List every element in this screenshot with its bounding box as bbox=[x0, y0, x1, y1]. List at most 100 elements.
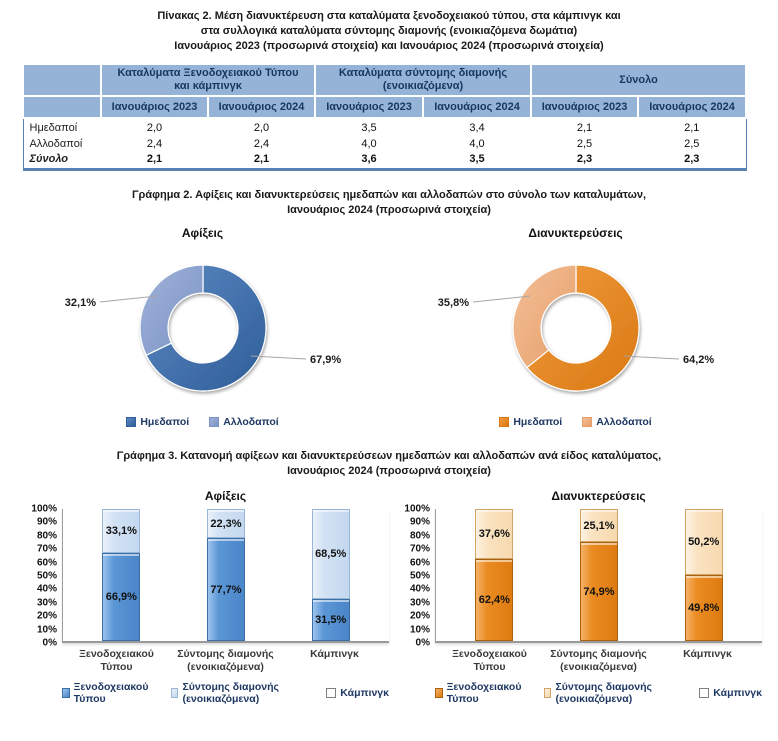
table-value-cell: 2,1 bbox=[146, 153, 163, 165]
y-axis-tick-label: 90% bbox=[36, 516, 57, 528]
table-value-cell: 3,6 bbox=[361, 153, 377, 165]
bar-value-label: 33,1% bbox=[105, 524, 137, 537]
arrivals-donut: 67,9% 32,1% bbox=[64, 264, 341, 392]
table-column-group-header: Σύνολο bbox=[530, 63, 748, 97]
category-label: Ξενοδοχειακού Τύπου bbox=[452, 648, 527, 673]
legend-swatch-icon bbox=[62, 688, 70, 698]
y-axis: 0% 10% 20% 30% 40% 50% 60% 70% 80% 90% 100% bbox=[16, 504, 62, 649]
table-title-line-3: Ιανουάριος 2023 (προσωρινά στοιχεία) και… bbox=[174, 40, 604, 52]
legend-item: Κάμπινγκ bbox=[699, 687, 762, 699]
arrivals-donut-panel: Αφίξεις 67,9% 32,1% Ημεδαποί Αλλοδαποί bbox=[16, 226, 389, 428]
bar-slot: 25,1% 74,9% bbox=[547, 509, 652, 641]
graph3-title-line-1: Γράφημα 3. Κατανομή αφίξεων και διανυκτε… bbox=[116, 450, 662, 462]
bar-chart-body: 0% 10% 20% 30% 40% 50% 60% 70% 80% 90% 100% 37,6% 62… bbox=[389, 504, 762, 649]
bar-value-label: 22,3% bbox=[210, 517, 242, 530]
y-axis-tick-label: 30% bbox=[409, 597, 430, 609]
bar-value-label: 50,2% bbox=[688, 536, 720, 549]
legend-item: Ημεδαποί bbox=[126, 416, 189, 428]
plot-area: 33,1% 66,9% 22,3% 77,7% 68,5% 31,5% bbox=[62, 509, 389, 643]
category-axis: Ξενοδοχειακού Τύπου Σύντομης διαμονής (εν… bbox=[389, 648, 762, 674]
donut-data-label: 64,2% bbox=[683, 354, 714, 366]
legend-label: Ξενοδοχειακού Τύπου bbox=[446, 681, 522, 705]
stacked-bar: 68,5% 31,5% bbox=[311, 509, 350, 641]
y-axis-tick-label: 40% bbox=[36, 583, 57, 595]
table-value-cell: 3,5 bbox=[361, 122, 377, 134]
donut-charts-row: Αφίξεις 67,9% 32,1% Ημεδαποί Αλλοδαποί Διανυ… bbox=[0, 218, 778, 428]
y-axis-tick-label: 100% bbox=[31, 503, 57, 515]
legend-label: Ημεδαποί bbox=[513, 416, 563, 428]
legend-label: Αλλοδαποί bbox=[223, 416, 279, 428]
table-value-cell: 2,1 bbox=[684, 122, 700, 134]
stacked-bar: 25,1% 74,9% bbox=[580, 509, 618, 641]
bar-segment-Αλλοδαποί: 37,6% bbox=[475, 509, 514, 559]
y-axis-tick-label: 0% bbox=[415, 637, 430, 649]
y-axis-tick-label: 80% bbox=[409, 530, 430, 542]
table-column-group-header: Καταλύματα Ξενοδοχειακού Τύπου και κάμπι… bbox=[99, 63, 317, 97]
table-value-cell: 4,0 bbox=[361, 137, 377, 150]
legend-item: Σύντομης διαμονής (ενοικιαζόμενα) bbox=[170, 681, 306, 705]
table-corner-cell bbox=[22, 95, 102, 119]
table-year-header: Ιανουάριος 2023 bbox=[314, 95, 425, 119]
bar-value-label: 49,8% bbox=[688, 602, 720, 615]
legend-swatch-icon bbox=[699, 688, 710, 698]
y-axis-tick-label: 80% bbox=[36, 530, 57, 542]
y-axis-tick-label: 30% bbox=[36, 597, 57, 609]
legend-swatch-icon bbox=[209, 417, 220, 427]
donut-slice-Ημεδαποί bbox=[144, 264, 267, 392]
legend-swatch-icon bbox=[543, 688, 552, 698]
table-year-header: Ιανουάριος 2024 bbox=[422, 95, 533, 119]
legend-item: Κάμπινγκ bbox=[326, 687, 389, 699]
table-title-line-2: στα συλλογικά καταλύματα σύντομης διαμον… bbox=[200, 25, 578, 37]
bar-segment-Ημεδαποί: 62,4% bbox=[475, 558, 514, 641]
table-body: Ημεδαποί 2,0 2,0 3,5 3,4 2,1 2,1 Αλλοδαποί 2,4 2,… bbox=[23, 118, 746, 170]
y-axis-tick-label: 10% bbox=[36, 624, 57, 636]
legend-swatch-icon bbox=[499, 417, 510, 427]
donut-chart-title: Αφίξεις bbox=[181, 226, 224, 240]
category-label: Κάμπινγκ bbox=[310, 648, 359, 660]
y-axis-tick-label: 60% bbox=[36, 557, 57, 569]
plot-area: 37,6% 62,4% 25,1% 74,9% 50,2% 49,8% bbox=[435, 509, 762, 643]
y-axis-tick-label: 100% bbox=[404, 503, 430, 515]
chart-legend: Ξενοδοχειακού Τύπου Σύντομης διαμονής (εν… bbox=[389, 681, 762, 705]
bar-slot: 50,2% 49,8% bbox=[651, 509, 756, 641]
graph2-title: Γράφημα 2. Αφίξεις και διανυκτερεύσεις η… bbox=[0, 188, 778, 218]
y-axis-tick-label: 70% bbox=[36, 543, 57, 555]
table-row: Ημεδαποί 2,0 2,0 3,5 3,4 2,1 2,1 bbox=[23, 118, 746, 135]
category-label: Κάμπινγκ bbox=[683, 648, 732, 660]
legend-item: Ξενοδοχειακού Τύπου bbox=[435, 681, 524, 705]
table-value-cell: 2,5 bbox=[684, 137, 700, 150]
legend-swatch-icon bbox=[435, 688, 443, 698]
bar-value-label: 74,9% bbox=[583, 585, 615, 598]
bar-value-label: 68,5% bbox=[315, 548, 347, 561]
bar-slot: 22,3% 77,7% bbox=[174, 509, 279, 641]
table-value-cell: 3,5 bbox=[469, 153, 485, 165]
table-value-cell: 3,4 bbox=[469, 122, 485, 134]
stacked-bar: 50,2% 49,8% bbox=[684, 509, 723, 641]
legend-swatch-icon bbox=[170, 688, 179, 698]
legend-item: Ημεδαποί bbox=[499, 416, 562, 428]
legend-label: Σύντομης διαμονής (ενοικιαζόμενα) bbox=[555, 681, 653, 705]
y-axis-tick-label: 60% bbox=[409, 557, 430, 569]
table-value-cell: 2,0 bbox=[253, 122, 270, 134]
bar-value-label: 66,9% bbox=[105, 590, 137, 603]
table-value-cell: 2,3 bbox=[684, 153, 700, 165]
table-year-header-row: Ιανουάριος 2023 Ιανουάριος 2024 Ιανουάριος… bbox=[22, 95, 748, 119]
table-column-group-header: Καταλύματα σύντομης διαμονής (ενοικιαζόμ… bbox=[314, 63, 533, 97]
table-value-cell: 2,4 bbox=[146, 137, 163, 150]
legend-label: Κάμπινγκ bbox=[713, 687, 762, 699]
bar-segment-Ημεδαποί: 31,5% bbox=[311, 599, 350, 641]
nights-donut: 64,2% 35,8% bbox=[437, 264, 714, 392]
chart-legend: Ημεδαποί Αλλοδαποί bbox=[389, 416, 762, 428]
legend-item: Ξενοδοχειακού Τύπου bbox=[62, 681, 151, 705]
arrivals-bar-panel: Αφίξεις 0% 10% 20% 30% 40% 50% 60% 70% 80% 90% 100%… bbox=[16, 489, 389, 705]
nights-donut-panel: Διανυκτερεύσεις 64,2% 35,8% Ημεδαποί Αλλοδαπ… bbox=[389, 226, 762, 428]
table-year-header: Ιανουάριος 2024 bbox=[206, 95, 317, 119]
y-axis-tick-label: 20% bbox=[36, 610, 57, 622]
stacked-bar: 22,3% 77,7% bbox=[207, 509, 245, 641]
y-axis-tick-label: 90% bbox=[409, 516, 430, 528]
table-value-cell: 2,4 bbox=[253, 137, 270, 150]
table-year-header: Ιανουάριος 2023 bbox=[530, 95, 640, 119]
legend-label: Ημεδαποί bbox=[140, 416, 190, 428]
bar-slot: 68,5% 31,5% bbox=[278, 509, 383, 641]
